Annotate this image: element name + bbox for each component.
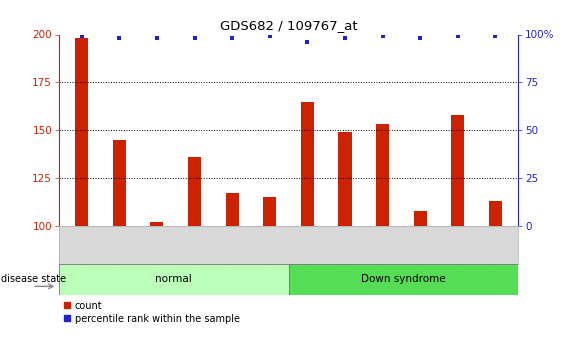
Text: Down syndrome: Down syndrome (361, 275, 445, 284)
Point (190, 36, 199, 41)
Bar (226, 194, 239, 226)
Bar (59, 264, 288, 295)
Point (491, 34, 500, 39)
Bar (338, 132, 351, 226)
Bar (489, 201, 502, 226)
Bar (75, 38, 88, 226)
Bar (150, 222, 163, 226)
Point (378, 34, 387, 39)
Bar (263, 197, 276, 226)
Legend: count, percentile rank within the sample: count, percentile rank within the sample (59, 297, 244, 327)
Point (115, 36, 124, 41)
Point (415, 36, 425, 41)
Bar (414, 211, 427, 226)
Point (227, 36, 236, 41)
Point (453, 34, 462, 39)
Bar (451, 115, 464, 226)
Point (77, 34, 86, 39)
Text: normal: normal (155, 275, 192, 284)
Title: GDS682 / 109767_at: GDS682 / 109767_at (220, 19, 358, 32)
Text: disease state: disease state (1, 275, 66, 284)
Bar (113, 140, 126, 226)
Bar (188, 157, 201, 226)
Bar (376, 125, 389, 226)
Point (341, 36, 350, 41)
Bar (288, 264, 518, 295)
Point (153, 36, 162, 41)
Point (303, 39, 312, 45)
Bar (301, 101, 314, 226)
Point (265, 34, 274, 39)
